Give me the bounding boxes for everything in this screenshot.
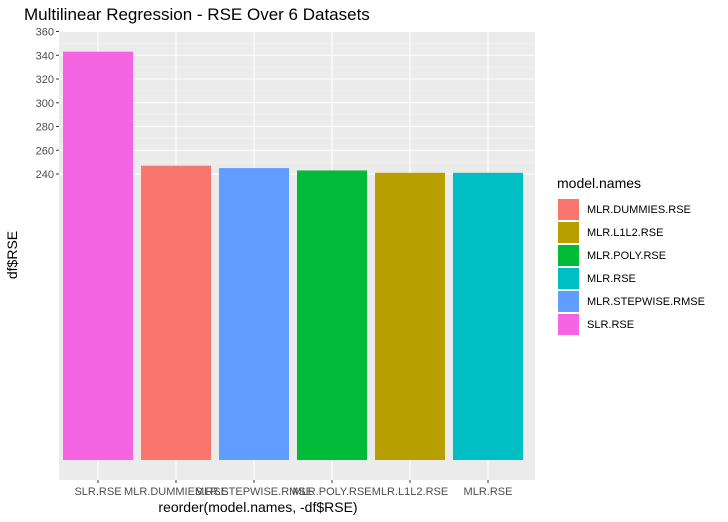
legend-label: MLR.DUMMIES.RSE [587,204,691,216]
legend-label: MLR.POLY.RSE [587,250,666,262]
y-tick-label: 360 [36,27,54,39]
legend-swatch [558,314,579,335]
bars [63,51,523,460]
legend-label: MLR.STEPWISE.RMSE [587,296,705,308]
x-axis-title: reorder(model.names, -df$RSE) [158,499,357,515]
y-tick-label: 260 [36,145,54,157]
y-tick-label: 280 [36,122,54,134]
x-tick-label: MLR.RSE [464,486,513,498]
legend-label: MLR.RSE [587,273,636,285]
y-axis-title: df$RSE [4,231,20,279]
y-axis: 240 260 280 300 320 340 360 [36,27,59,181]
x-tick-label: MLR.POLY.RSE [292,486,371,498]
legend: model.names MLR.DUMMIES.RSE MLR.L1L2.RSE M… [557,175,705,335]
legend-title: model.names [557,175,641,191]
y-tick-label: 240 [36,169,54,181]
x-tick-label: MLR.L1L2.RSE [372,486,448,498]
bar [219,168,289,460]
chart-title: Multilinear Regression - RSE Over 6 Data… [24,5,370,24]
x-tick-label: MLR.DUMMIES.RSE [124,486,228,498]
legend-swatch [558,291,579,312]
x-tick-label: SLR.RSE [74,486,121,498]
x-axis: SLR.RSE MLR.DUMMIES.RSEMLR.STEPWISE.RMSEM… [74,480,512,498]
legend-swatch [558,268,579,289]
bar [297,170,367,460]
x-tick-label: MLR.STEPWISE.RMSE [195,486,313,498]
legend-swatch [558,199,579,220]
legend-swatch [558,222,579,243]
bar [453,172,523,460]
bar [141,165,211,460]
y-tick-label: 320 [36,74,54,86]
y-tick-label: 340 [36,50,54,62]
y-tick-label: 300 [36,98,54,110]
legend-label: MLR.L1L2.RSE [587,227,663,239]
bar [375,172,445,460]
legend-swatch [558,245,579,266]
legend-label: SLR.RSE [587,319,634,331]
bar [63,51,133,460]
